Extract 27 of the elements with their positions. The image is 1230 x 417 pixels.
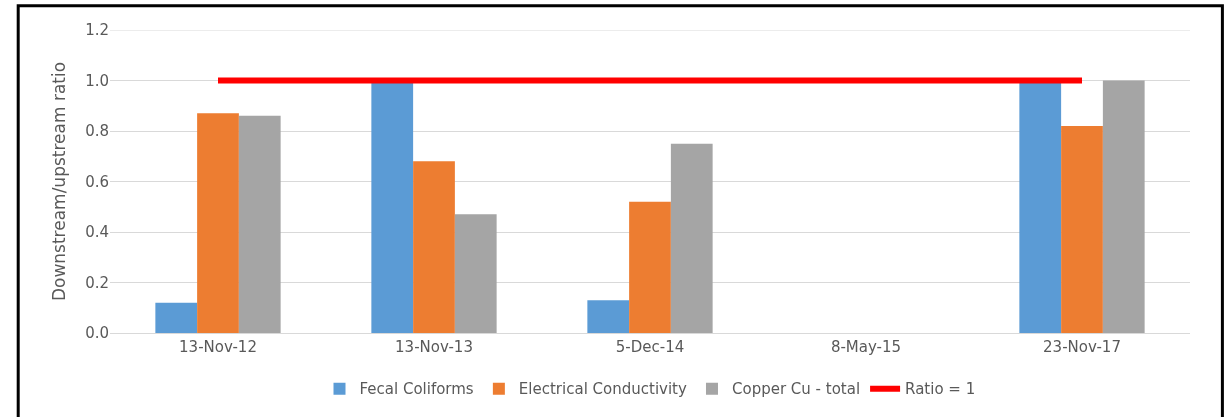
y-tick-label: 0.8 (85, 122, 109, 141)
y-tick-label: 1.2 (85, 21, 109, 40)
legend-label: Fecal Coliforms (359, 380, 474, 399)
y-tick-label: 0.0 (85, 324, 109, 343)
x-tick-label: 23-Nov-17 (1043, 338, 1121, 356)
y-axis-title: Downstream/upstream ratio (48, 61, 69, 302)
bar (454, 214, 497, 333)
legend-label: Electrical Conductivity (518, 380, 687, 399)
bar (1061, 125, 1103, 333)
y-tick-label: 0.2 (85, 273, 109, 292)
bar (155, 302, 198, 333)
x-tick-label: 5-Dec-14 (615, 338, 685, 356)
bar (197, 113, 239, 333)
legend-label: Ratio = 1 (905, 380, 976, 399)
x-tick-label: 8-May-15 (830, 338, 902, 356)
y-tick-label: 1.0 (85, 71, 109, 90)
bar (1102, 80, 1145, 333)
bar (587, 300, 630, 333)
x-tick-label: 13-Nov-13 (395, 338, 473, 356)
legend-label: Copper Cu - total (731, 380, 861, 399)
y-tick-label: 0.6 (85, 172, 109, 191)
bar (238, 115, 281, 333)
bar (670, 143, 713, 333)
x-tick-label: 13-Nov-12 (179, 338, 257, 356)
bar (629, 201, 671, 333)
y-tick-label: 0.4 (85, 223, 109, 242)
bar (413, 161, 455, 333)
